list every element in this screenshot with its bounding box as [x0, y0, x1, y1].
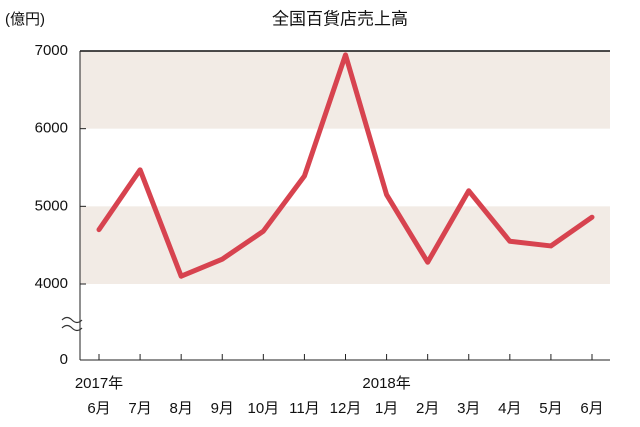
y-tick-label: 6000 — [35, 120, 68, 137]
x-tick-label: 2月 — [416, 400, 439, 417]
x-tick-label: 11月 — [289, 400, 320, 417]
y-tick-label: 0 — [60, 351, 68, 368]
y-unit: (億円) — [5, 11, 45, 28]
x-tick-label: 9月 — [211, 400, 234, 417]
y-tick-label: 4000 — [35, 275, 68, 292]
x-tick-label: 4月 — [498, 400, 521, 417]
line — [96, 52, 595, 279]
x-tick-label: 6月 — [87, 400, 110, 417]
x-tick-label: 12月 — [330, 400, 362, 417]
x-tick-label: 6月 — [580, 400, 603, 417]
year-label: 2018年 — [362, 375, 410, 392]
axis-break — [61, 316, 83, 332]
x-tick-label: 1月 — [375, 400, 398, 417]
x-tick-label: 7月 — [128, 400, 151, 417]
x-tick-label: 10月 — [247, 400, 279, 417]
year-label: 2017年 — [75, 375, 123, 392]
chart-title: 全国百貨店売上高 — [272, 9, 408, 28]
x-tick-label: 3月 — [457, 400, 480, 417]
y-tick-label: 5000 — [35, 197, 68, 214]
y-tick-label: 7000 — [35, 42, 68, 59]
x-tick-label: 5月 — [539, 400, 562, 417]
x-tick-label: 8月 — [169, 400, 192, 417]
